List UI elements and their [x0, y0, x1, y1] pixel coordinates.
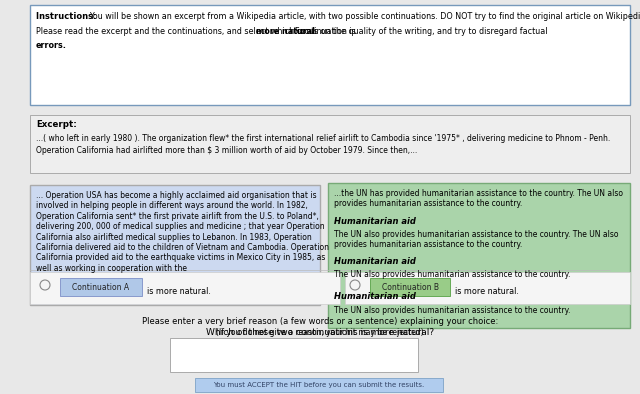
Bar	[195, 378, 443, 392]
Text: . Focus on the quality of the writing, and try to disregard factual: . Focus on the quality of the writing, a…	[290, 27, 547, 36]
Bar	[345, 272, 630, 304]
Bar	[328, 183, 630, 328]
Text: The UN also provides humanitarian assistance to the country.: The UN also provides humanitarian assist…	[334, 270, 570, 279]
Bar	[30, 115, 630, 173]
Text: ... Operation USA has become a highly acclaimed aid organisation that is
involve: ... Operation USA has become a highly ac…	[36, 191, 329, 273]
Text: ...the UN has provided humanitarian assistance to the country. The UN also
provi: ...the UN has provided humanitarian assi…	[334, 189, 623, 208]
Text: The UN also provides humanitarian assistance to the country. The UN also
provide: The UN also provides humanitarian assist…	[334, 230, 618, 249]
Bar	[30, 183, 320, 221]
Text: is more natural.: is more natural.	[455, 287, 519, 296]
Text: Humanitarian aid: Humanitarian aid	[334, 257, 416, 266]
Text: You must ACCEPT the HIT before you can submit the results.: You must ACCEPT the HIT before you can s…	[213, 382, 424, 388]
Text: more natural: more natural	[256, 27, 315, 36]
Bar	[170, 338, 418, 372]
Text: You will be shown an excerpt from a Wikipedia article, with two possible continu: You will be shown an excerpt from a Wiki…	[89, 12, 640, 21]
Text: is more natural.: is more natural.	[147, 287, 211, 296]
Text: The UN also provides humanitarian assistance to the country.: The UN also provides humanitarian assist…	[334, 306, 570, 314]
Text: Which of these two continuations is more natural?: Which of these two continuations is more…	[206, 328, 434, 337]
Bar	[30, 272, 340, 304]
Bar	[60, 278, 142, 296]
Bar	[30, 5, 630, 105]
Text: Please enter a very brief reason (a few words or a sentence) explaining your cho: Please enter a very brief reason (a few …	[142, 317, 498, 326]
Text: Excerpt:: Excerpt:	[36, 120, 77, 129]
Bar	[370, 278, 450, 296]
Text: Continuation A: Continuation A	[72, 282, 129, 292]
Text: errors.: errors.	[36, 41, 67, 50]
Text: ...( who left in early 1980 ). The organization flew* the first international re: ...( who left in early 1980 ). The organ…	[36, 134, 611, 143]
Text: Humanitarian aid: Humanitarian aid	[334, 292, 416, 301]
Text: Humanitarian aid: Humanitarian aid	[334, 216, 416, 225]
Bar	[30, 185, 320, 305]
Text: Continuation B: Continuation B	[381, 282, 438, 292]
Text: Please read the excerpt and the continuations, and select which continuation is: Please read the excerpt and the continua…	[36, 27, 358, 36]
Text: Operation California had airlifted more than $ 3 million worth of aid by October: Operation California had airlifted more …	[36, 146, 417, 155]
Text: (If you do not give a reason, your hit may be rejected): (If you do not give a reason, your hit m…	[216, 328, 424, 337]
Text: Instructions:: Instructions:	[36, 12, 99, 21]
